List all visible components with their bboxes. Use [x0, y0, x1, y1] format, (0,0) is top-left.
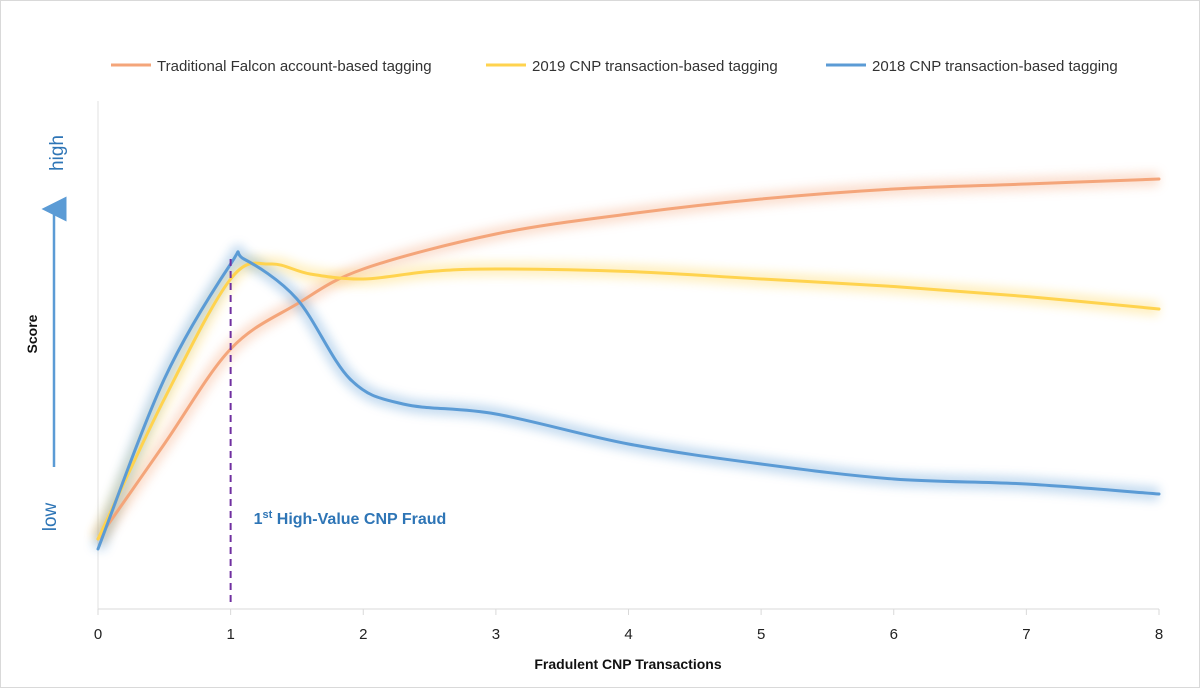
x-tick-label: 8 [1155, 626, 1163, 643]
y-axis-label: Score [24, 314, 40, 353]
x-tick-label: 3 [492, 626, 500, 643]
y-high-label: high [47, 135, 68, 171]
x-tick-label: 5 [757, 626, 765, 643]
series-2-glow [91, 256, 1160, 542]
x-tick-label: 7 [1022, 626, 1030, 643]
first-fraud-annotation: 1st High-Value CNP Fraud [254, 509, 447, 528]
x-tick-label: 1 [226, 626, 234, 643]
series-2-legend-label: 2019 CNP transaction-based tagging [532, 58, 778, 75]
x-tick-label: 2 [359, 626, 367, 643]
x-tick-label: 6 [890, 626, 898, 643]
series-2-line [96, 261, 1161, 541]
x-tick-label: 4 [624, 626, 632, 643]
x-tick-label: 0 [94, 626, 102, 643]
series-1-legend-label: Traditional Falcon account-based tagging [157, 58, 432, 75]
series-1-line [96, 177, 1161, 541]
y-low-label: low [40, 502, 61, 531]
series-3-legend-label: 2018 CNP transaction-based tagging [872, 58, 1118, 75]
legend: Traditional Falcon account-based tagging… [111, 58, 1118, 75]
x-axis-label: Fradulent CNP Transactions [534, 656, 721, 672]
series-3-line [96, 250, 1161, 551]
